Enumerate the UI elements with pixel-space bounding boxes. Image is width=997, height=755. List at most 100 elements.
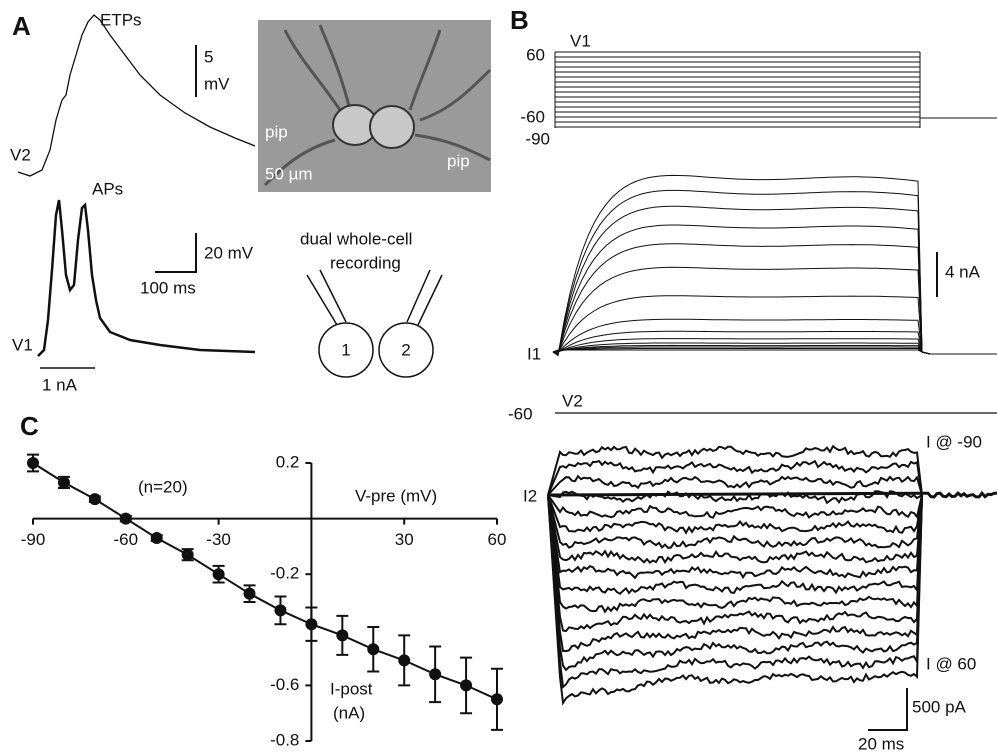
level-label: -60	[508, 404, 533, 423]
current-trace	[547, 494, 923, 595]
current-trace	[552, 205, 997, 356]
current-trace	[552, 174, 997, 357]
y-tick-label: -0.2	[270, 564, 299, 583]
data-point	[336, 629, 349, 642]
data-point	[150, 532, 163, 545]
data-point	[274, 604, 287, 617]
current-trace	[552, 318, 997, 355]
scale-label: 5	[204, 47, 213, 66]
trace-label: V1	[12, 335, 33, 354]
panel-label: A	[12, 11, 31, 41]
data-point	[212, 568, 225, 581]
current-traces	[552, 174, 997, 357]
current-trace	[552, 266, 997, 355]
data-point	[57, 476, 70, 489]
trace-label: I @ -90	[926, 432, 982, 451]
trace-label: V2	[562, 391, 583, 410]
current-trace	[547, 494, 923, 535]
scale-label: 20 mV	[204, 243, 254, 262]
x-tick-label: -90	[21, 530, 46, 549]
current-trace	[547, 494, 923, 633]
current-trace	[547, 444, 923, 496]
data-point	[398, 654, 411, 667]
data-point	[429, 668, 442, 681]
current-trace	[552, 342, 997, 355]
data-line	[32, 462, 498, 701]
x-tick-label: -60	[114, 530, 139, 549]
data-point	[243, 587, 256, 600]
ap-trace	[37, 199, 256, 357]
current-trace	[547, 494, 923, 549]
scale-label: mV	[204, 74, 230, 93]
data-point	[305, 618, 318, 631]
x-tick-label: 30	[395, 530, 414, 549]
trace-label: ETPs	[100, 10, 142, 29]
y-axis-label: (nA)	[333, 703, 365, 722]
data-point	[27, 457, 39, 469]
data-point	[181, 548, 194, 561]
etp-trace	[17, 14, 256, 177]
data-point	[491, 693, 503, 706]
scale-label: 4 nA	[945, 262, 981, 281]
chart: -90 -60 -30 30 60 0.2 -0.2 -0.6 -0.8	[21, 452, 507, 749]
current-trace	[553, 338, 997, 355]
schematic-label: recording	[330, 253, 401, 272]
image-label: pip	[265, 122, 288, 141]
scale-label: 500 pA	[912, 697, 967, 716]
trace-label: I1	[527, 344, 541, 363]
data-point	[460, 679, 473, 692]
current-trace	[547, 494, 923, 614]
current-trace	[547, 494, 923, 672]
micrograph-detail	[263, 24, 492, 187]
baseline	[547, 490, 997, 499]
trace-label: V1	[570, 31, 591, 50]
y-tick-label: -0.8	[270, 730, 299, 749]
current-trace	[552, 349, 997, 355]
trace-label: 1 nA	[42, 375, 78, 394]
trace-label: V2	[10, 145, 31, 164]
current-trace	[547, 494, 923, 580]
trace-label: I @ 60	[926, 654, 976, 673]
current-trace	[552, 344, 997, 355]
current-trace	[552, 348, 997, 355]
level-label: -90	[525, 129, 550, 148]
data-point	[88, 493, 101, 506]
level-label: -60	[520, 107, 545, 126]
cell-label: 1	[341, 340, 350, 359]
current-trace	[552, 224, 997, 356]
y-tick-label: -0.6	[270, 675, 299, 694]
y-axis-label: I-post	[330, 679, 373, 698]
current-trace	[547, 494, 923, 565]
level-label: 60	[526, 45, 545, 64]
current-trace	[552, 346, 997, 355]
current-trace	[547, 459, 923, 496]
voltage-steps	[554, 51, 997, 128]
data-point	[119, 512, 132, 525]
data-point	[367, 643, 380, 656]
scale-bar	[868, 688, 908, 731]
trace-label: APs	[92, 179, 123, 198]
current-trace	[547, 494, 923, 706]
schematic	[306, 269, 443, 378]
scale-label: 100 ms	[140, 278, 196, 297]
current-traces	[547, 444, 997, 706]
scale-bar	[155, 233, 197, 273]
current-trace	[552, 295, 997, 355]
scale-label: 20 ms	[858, 734, 904, 753]
image-label: 50 µm	[265, 164, 313, 183]
current-trace	[547, 494, 923, 689]
current-trace	[547, 494, 923, 653]
panel-label: B	[510, 5, 529, 35]
image-label: pip	[447, 151, 470, 170]
current-trace	[547, 474, 923, 496]
annotation: (n=20)	[138, 477, 188, 496]
panel-label: C	[20, 411, 39, 441]
current-trace	[552, 330, 997, 355]
current-trace	[547, 494, 923, 520]
current-trace	[552, 189, 997, 357]
schematic-label: dual whole-cell	[300, 229, 412, 248]
step-frame	[554, 52, 997, 128]
trace-label: I2	[523, 486, 537, 505]
x-axis-label: V-pre (mV)	[355, 486, 437, 505]
